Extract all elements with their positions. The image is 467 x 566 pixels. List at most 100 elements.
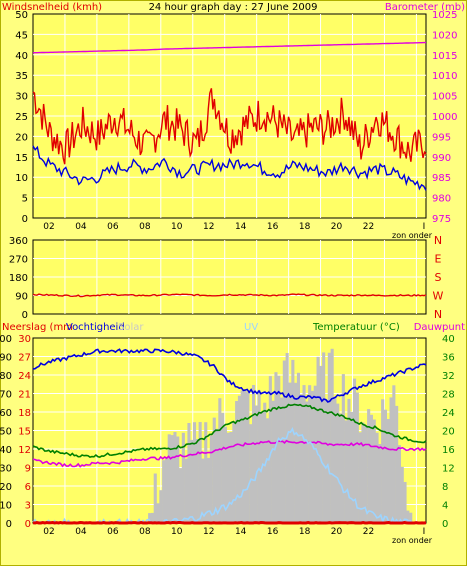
x-tick-label: 18 xyxy=(299,527,311,537)
solar-bar xyxy=(229,432,233,523)
solar-bar xyxy=(277,375,281,523)
solar-bar xyxy=(167,434,171,523)
solar-bar xyxy=(263,402,267,523)
series-wind_gust xyxy=(32,88,427,165)
direction-tick-label: 0 xyxy=(22,310,28,321)
baro-tick-label: 990 xyxy=(432,153,451,164)
solar-bar xyxy=(330,348,334,523)
direction-tick-label: 270 xyxy=(9,255,28,266)
wind-tick-label: 30 xyxy=(15,92,28,103)
baro-tick-label: 975 xyxy=(432,214,451,225)
solar-bar xyxy=(201,458,205,523)
rain-tick-label: 24 xyxy=(18,371,31,382)
x-tick-label: 12 xyxy=(203,527,214,537)
baro-tick-label: 1000 xyxy=(432,112,457,123)
solar-bar xyxy=(288,382,292,523)
compass-label: N xyxy=(434,234,442,247)
x-tick-label: 20 xyxy=(331,527,343,537)
solar-bar xyxy=(190,439,194,523)
solar-bar xyxy=(280,397,284,523)
baro-axis-label: Barometer (mb) xyxy=(385,2,465,13)
solar-bar xyxy=(378,444,382,523)
solar-bar xyxy=(322,352,326,523)
temp-tick-label: 32 xyxy=(442,371,455,382)
solar-bar xyxy=(266,418,270,523)
compass-label: E xyxy=(435,253,442,266)
humidity-tick-label: 60 xyxy=(0,408,12,419)
solar-bar xyxy=(400,466,404,523)
series-wind_avg xyxy=(32,145,427,191)
solar-bar xyxy=(406,510,410,523)
solar-bar xyxy=(176,436,180,523)
solar-bar xyxy=(268,376,272,523)
solar-bar xyxy=(333,396,337,523)
solar-bar xyxy=(386,419,390,523)
baro-tick-label: 995 xyxy=(432,132,451,143)
temp-tick-label: 0 xyxy=(442,519,448,530)
baro-tick-label: 1015 xyxy=(432,51,457,62)
solar-bar xyxy=(313,385,317,523)
compass-label: N xyxy=(434,308,442,321)
title: 24 hour graph day : 27 June 2009 xyxy=(149,2,318,13)
rain-label: Neerslag (mm xyxy=(2,322,73,333)
solar-bar xyxy=(403,482,407,523)
solar-bar xyxy=(409,512,413,523)
x-tick-label: 12 xyxy=(203,222,214,232)
humidity-tick-label: 40 xyxy=(0,445,12,456)
solar-bar xyxy=(212,417,216,523)
solar-bar xyxy=(232,421,236,523)
temp-tick-label: 24 xyxy=(442,408,455,419)
wind-tick-label: 50 xyxy=(15,10,28,21)
solar-bar xyxy=(294,382,298,523)
solar-bar xyxy=(397,445,401,523)
direction-tick-label: 180 xyxy=(9,273,28,284)
x-tick-label: 14 xyxy=(235,527,247,537)
solar-bar xyxy=(198,422,202,523)
humidity-tick-label: 50 xyxy=(0,427,12,438)
solar-bar xyxy=(364,425,368,523)
solar-bar xyxy=(193,422,197,523)
x-tick-label: 10 xyxy=(171,222,183,232)
solar-bar xyxy=(181,432,185,523)
humidity-tick-label: 70 xyxy=(0,390,12,401)
x-tick-label: 02 xyxy=(43,527,54,537)
solar-bar xyxy=(381,399,385,523)
humidity-tick-label: 80 xyxy=(0,371,12,382)
solar-bar xyxy=(195,439,199,523)
x-tick-label: 16 xyxy=(267,222,279,232)
solar-bar xyxy=(237,395,241,523)
solar-bar xyxy=(302,385,306,523)
solar-bar xyxy=(327,352,331,523)
humidity-tick-label: 30 xyxy=(0,464,12,475)
solar-bar xyxy=(226,432,230,523)
solar-bar xyxy=(319,365,323,523)
solar-bar xyxy=(358,432,362,523)
x-tick-label: 08 xyxy=(139,222,151,232)
solar-bar xyxy=(389,397,393,523)
uv-label: UV xyxy=(244,322,258,333)
x-end-label: zon onder xyxy=(392,536,433,545)
solar-bar xyxy=(209,435,213,523)
wind-tick-label: 5 xyxy=(22,194,28,205)
solar-bar xyxy=(215,428,219,523)
series-wind_direction xyxy=(32,293,427,298)
solar-bar xyxy=(254,405,258,523)
rain-tick-label: 15 xyxy=(18,427,31,438)
compass-label: S xyxy=(435,271,442,284)
baro-tick-label: 1020 xyxy=(432,30,457,41)
rain-tick-label: 12 xyxy=(18,445,31,456)
x-tick-label: 14 xyxy=(235,222,247,232)
wind-tick-label: 0 xyxy=(22,214,28,225)
x-tick-label: 04 xyxy=(75,222,87,232)
solar-label: Solar xyxy=(118,322,144,333)
wind-tick-label: 20 xyxy=(15,132,28,143)
solar-bar xyxy=(341,374,345,523)
x-tick-label: 08 xyxy=(139,527,151,537)
wind-tick-label: 10 xyxy=(15,173,28,184)
wind-tick-label: 25 xyxy=(15,112,28,123)
temp-tick-label: 12 xyxy=(442,464,455,475)
humidity-tick-label: 100 xyxy=(0,334,12,345)
solar-bar xyxy=(296,372,300,523)
rain-tick-label: 3 xyxy=(25,501,31,512)
